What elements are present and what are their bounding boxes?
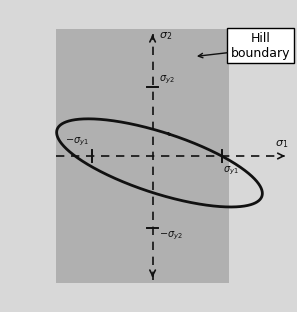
Text: $-\sigma_{y1}$: $-\sigma_{y1}$ — [65, 135, 89, 148]
Text: $\sigma_{y1}$: $\sigma_{y1}$ — [223, 164, 239, 177]
Text: $-\sigma_{y2}$: $-\sigma_{y2}$ — [159, 229, 184, 241]
Text: $\sigma_2$: $\sigma_2$ — [159, 30, 173, 42]
Text: $\sigma_{y2}$: $\sigma_{y2}$ — [159, 73, 175, 85]
Text: $\sigma_1$: $\sigma_1$ — [275, 139, 288, 150]
Bar — [56, 29, 228, 283]
Text: Hill
boundary: Hill boundary — [230, 32, 290, 60]
